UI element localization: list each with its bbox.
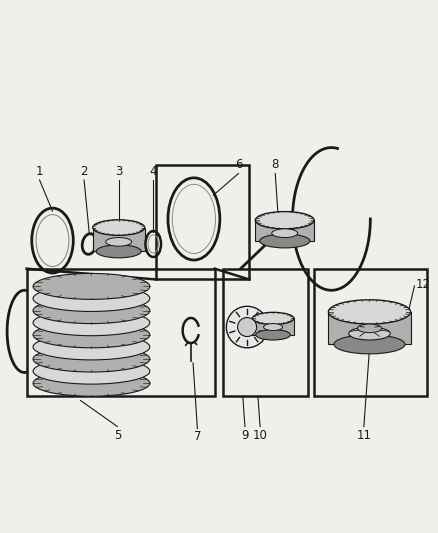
Text: 2: 2 bbox=[80, 165, 88, 178]
Ellipse shape bbox=[226, 306, 268, 348]
Ellipse shape bbox=[33, 297, 150, 324]
Bar bbox=[314, 269, 427, 396]
Ellipse shape bbox=[256, 329, 290, 340]
Text: 4: 4 bbox=[149, 165, 157, 178]
Text: 10: 10 bbox=[253, 429, 268, 442]
Ellipse shape bbox=[264, 324, 283, 330]
Ellipse shape bbox=[33, 286, 150, 311]
Text: 11: 11 bbox=[357, 429, 371, 442]
Ellipse shape bbox=[252, 312, 294, 325]
Ellipse shape bbox=[260, 234, 310, 248]
Ellipse shape bbox=[33, 346, 150, 372]
Ellipse shape bbox=[255, 212, 314, 229]
Bar bbox=[223, 269, 307, 396]
Bar bbox=[252, 318, 294, 335]
Ellipse shape bbox=[33, 334, 150, 360]
Text: 1: 1 bbox=[36, 165, 43, 178]
Text: 12: 12 bbox=[416, 278, 431, 291]
Bar bbox=[328, 312, 410, 344]
Ellipse shape bbox=[33, 358, 150, 384]
Ellipse shape bbox=[33, 370, 150, 396]
Ellipse shape bbox=[33, 273, 150, 300]
Ellipse shape bbox=[349, 327, 390, 340]
Ellipse shape bbox=[33, 310, 150, 336]
Bar bbox=[27, 269, 215, 396]
Text: 9: 9 bbox=[241, 429, 249, 442]
Ellipse shape bbox=[33, 322, 150, 348]
Bar bbox=[255, 220, 314, 241]
Ellipse shape bbox=[334, 335, 405, 354]
Text: 5: 5 bbox=[114, 429, 121, 442]
Ellipse shape bbox=[237, 318, 257, 336]
Text: 6: 6 bbox=[235, 158, 242, 172]
Ellipse shape bbox=[93, 220, 145, 236]
Text: 7: 7 bbox=[194, 430, 201, 443]
Bar bbox=[93, 228, 145, 252]
Ellipse shape bbox=[328, 300, 410, 324]
Ellipse shape bbox=[106, 238, 132, 246]
Text: 8: 8 bbox=[272, 158, 279, 172]
Bar bbox=[156, 165, 249, 279]
Ellipse shape bbox=[272, 229, 298, 238]
Ellipse shape bbox=[96, 245, 141, 258]
Text: 3: 3 bbox=[115, 165, 122, 178]
Ellipse shape bbox=[357, 324, 381, 333]
